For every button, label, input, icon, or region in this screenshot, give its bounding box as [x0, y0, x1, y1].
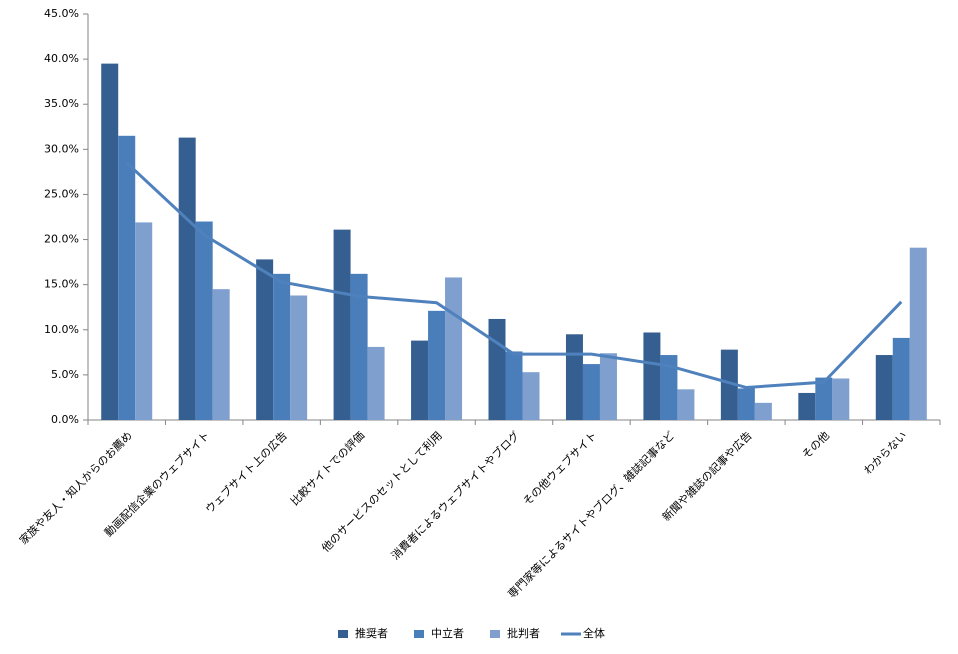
bar	[256, 259, 274, 420]
bar	[505, 351, 523, 420]
bar	[832, 378, 850, 420]
legend-swatch	[414, 630, 424, 638]
bar	[660, 355, 678, 420]
x-tick-label: その他ウェブサイト	[520, 428, 600, 508]
bar	[195, 221, 213, 420]
y-tick-label: 45.0%	[44, 7, 79, 20]
bar	[367, 346, 385, 420]
x-tick-label: 新聞や雑誌の記事や広告	[659, 428, 754, 523]
x-tick-label: 比較サイトでの評価	[287, 428, 367, 508]
bar	[135, 222, 153, 420]
bar	[875, 355, 893, 420]
bar	[212, 289, 230, 420]
bar	[488, 318, 506, 420]
bar	[118, 135, 136, 421]
y-tick-label: 0.0%	[51, 413, 79, 426]
line	[125, 161, 903, 390]
bar	[273, 273, 291, 420]
bar	[754, 402, 772, 420]
y-tick-label: 40.0%	[44, 52, 79, 65]
legend-label: 全体	[583, 626, 605, 640]
bar	[428, 310, 446, 420]
y-tick-label: 20.0%	[44, 233, 79, 246]
bar	[720, 349, 738, 420]
bar	[892, 337, 910, 420]
bar	[599, 353, 617, 420]
bar	[333, 229, 351, 420]
legend-swatch	[490, 630, 500, 638]
bar	[290, 295, 308, 420]
y-tick-label: 15.0%	[44, 278, 79, 291]
bar	[643, 332, 661, 420]
y-tick-label: 10.0%	[44, 323, 79, 336]
bar	[350, 273, 368, 420]
y-tick-label: 25.0%	[44, 187, 79, 200]
bar	[522, 372, 540, 420]
x-tick-label: 専門家等によるサイトやブログ、雑誌記事など	[505, 428, 677, 600]
bar	[445, 277, 463, 420]
legend-swatch	[338, 630, 348, 638]
x-tick-label: その他	[800, 429, 833, 462]
bar	[178, 137, 196, 421]
bar	[101, 63, 119, 420]
x-tick-label: 消費者によるウェブサイトやブログ	[388, 428, 522, 562]
y-tick-label: 35.0%	[44, 97, 79, 110]
y-tick-label: 30.0%	[44, 142, 79, 155]
bar	[815, 377, 833, 420]
legend-label: 批判者	[507, 626, 540, 640]
bar	[798, 392, 816, 420]
bar	[582, 364, 600, 420]
legend-label: 中立者	[431, 626, 464, 640]
bar	[565, 334, 583, 420]
legend-label: 推奨者	[355, 626, 388, 640]
x-tick-label: ウェブサイト上の広告	[202, 428, 290, 516]
bar	[737, 388, 755, 420]
bar	[909, 247, 927, 420]
bar	[411, 340, 429, 420]
y-tick-label: 5.0%	[51, 368, 79, 381]
bar	[677, 389, 695, 420]
x-tick-label: わからない	[861, 429, 909, 477]
